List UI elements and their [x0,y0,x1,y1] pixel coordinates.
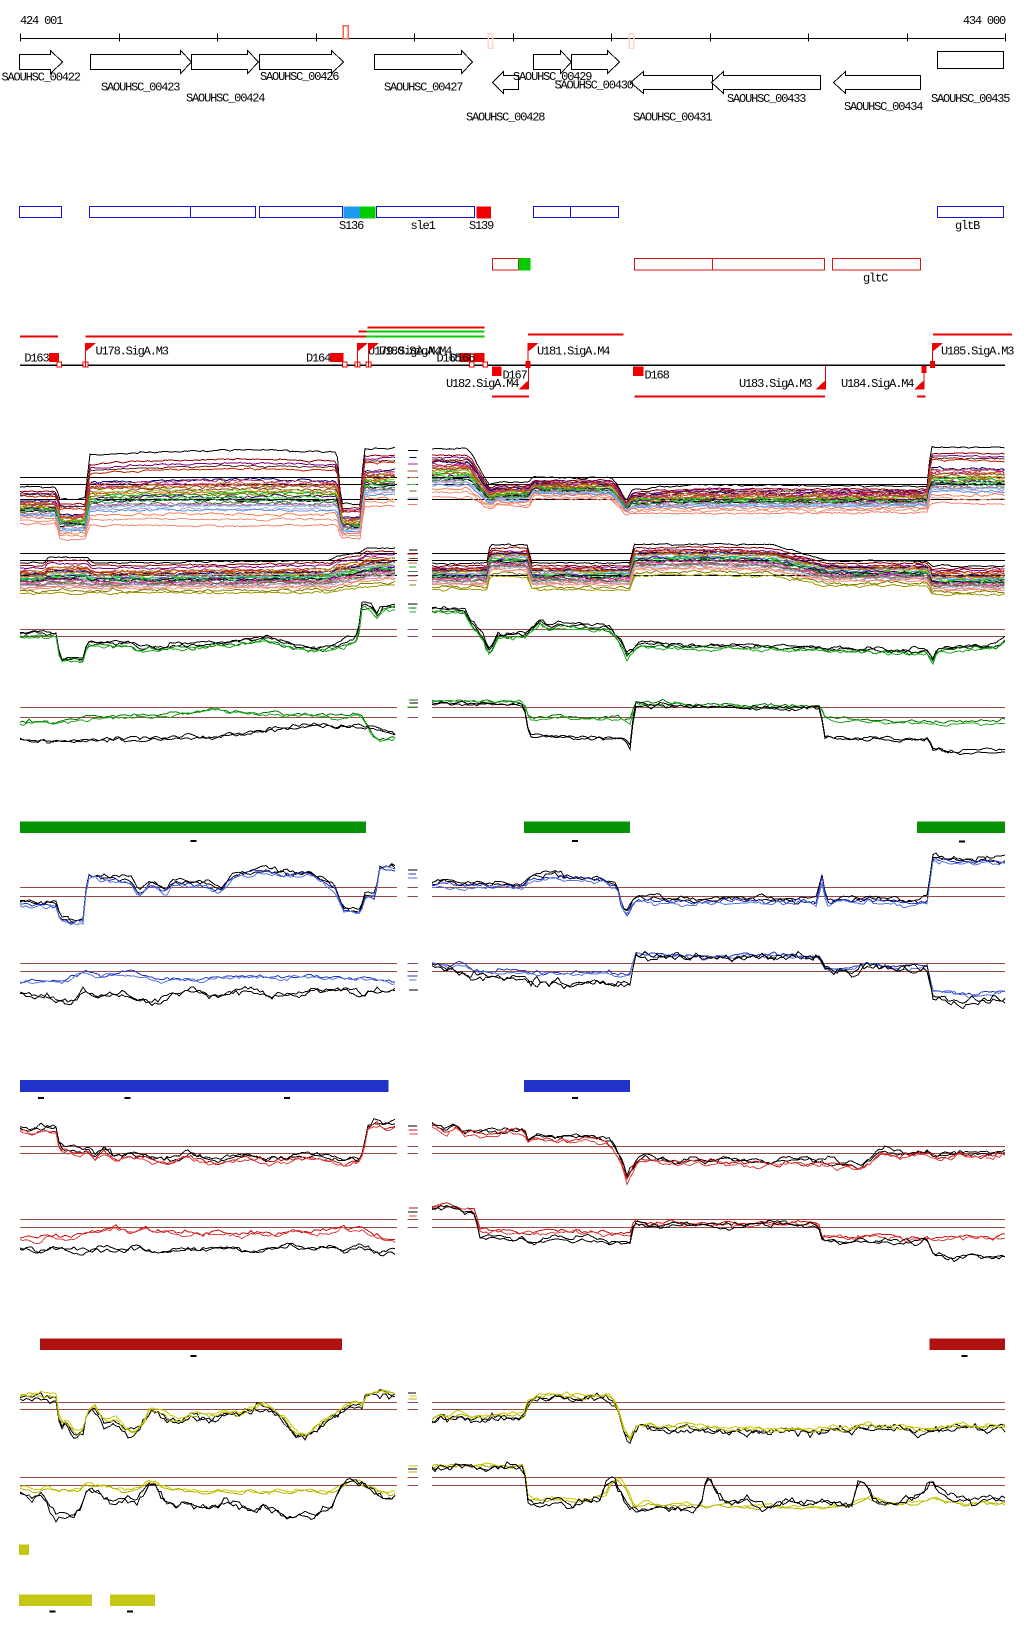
svg-text:434 000: 434 000 [963,14,1006,28]
svg-text:S139: S139 [469,219,494,233]
svg-text:SAOUHSC_00427: SAOUHSC_00427 [384,81,463,95]
svg-text:SAOUHSC_00429: SAOUHSC_00429 [513,70,592,84]
svg-text:U178.SigA.M3: U178.SigA.M3 [96,344,169,358]
svg-text:SAOUHSC_00435: SAOUHSC_00435 [931,92,1010,106]
svg-text:D168: D168 [645,368,670,382]
svg-text:U179.SigA.M4: U179.SigA.M4 [368,344,441,358]
svg-text:U182.SigA.M4: U182.SigA.M4 [446,377,519,391]
svg-text:U184.SigA.M4: U184.SigA.M4 [841,377,914,391]
svg-text:gltB: gltB [955,219,980,233]
svg-text:D167: D167 [503,368,528,382]
svg-text:424 001: 424 001 [20,14,63,28]
svg-text:S136: S136 [339,219,364,233]
svg-text:SAOUHSC_00431: SAOUHSC_00431 [633,111,712,125]
svg-text:SAOUHSC_00433: SAOUHSC_00433 [727,92,806,106]
svg-text:U183.SigA.M3: U183.SigA.M3 [739,377,812,391]
svg-text:SAOUHSC_00424: SAOUHSC_00424 [186,92,265,106]
svg-text:U185.SigA.M3: U185.SigA.M3 [941,344,1014,358]
svg-text:SAOUHSC_00423: SAOUHSC_00423 [101,81,180,95]
svg-text:SAOUHSC_00430: SAOUHSC_00430 [555,79,634,93]
svg-text:U180.SigA.M4: U180.SigA.M4 [379,344,452,358]
svg-text:sle1: sle1 [411,219,436,233]
svg-text:SAOUHSC_00434: SAOUHSC_00434 [844,100,923,114]
svg-text:D165: D165 [437,351,462,365]
svg-text:U181.SigA.M4: U181.SigA.M4 [537,344,610,358]
svg-text:D166: D166 [450,351,475,365]
svg-text:gltC: gltC [863,272,888,286]
svg-text:SAOUHSC_00428: SAOUHSC_00428 [466,111,545,125]
svg-text:SAOUHSC_00422: SAOUHSC_00422 [2,71,81,85]
svg-text:D164: D164 [306,351,331,365]
svg-text:SAOUHSC_00426: SAOUHSC_00426 [260,70,339,84]
svg-text:D163: D163 [24,351,49,365]
